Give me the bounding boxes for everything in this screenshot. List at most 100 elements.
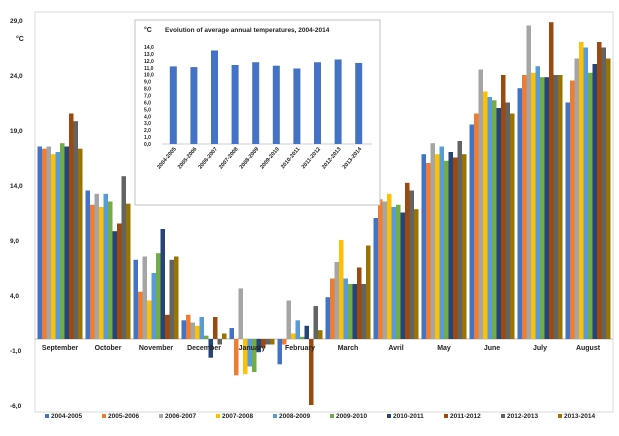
bar-may-2004-2005 — [421, 154, 426, 339]
bar-february-2005-2006 — [282, 339, 287, 345]
inset-title: Evolution of average annual temperatures… — [165, 27, 330, 34]
bar-january-2012-2013 — [265, 339, 270, 345]
legend-label: 2005-2006 — [108, 413, 139, 420]
legend-label: 2007-2008 — [222, 413, 253, 420]
bar-avril-2008-2009 — [391, 207, 396, 339]
bar-october-2005-2006 — [90, 204, 95, 339]
y-tick-label: 4,0 — [10, 293, 19, 300]
legend-label: 2013-2014 — [564, 413, 595, 420]
bar-november-2009-2010 — [156, 253, 161, 339]
legend-swatch — [45, 414, 49, 418]
inset-bar-2007-2008 — [231, 65, 239, 144]
y-unit-label: °C — [16, 35, 24, 43]
inset-y-tick-label: 9,0 — [144, 80, 151, 86]
bar-january-2013-2014 — [270, 339, 275, 345]
x-tick-label: July — [533, 345, 547, 352]
bar-avril-2006-2007 — [382, 201, 387, 339]
bar-july-2007-2008 — [531, 72, 536, 340]
bar-october-2007-2008 — [99, 207, 104, 339]
legend-label: 2011-2012 — [450, 413, 481, 420]
bar-january-2004-2005 — [229, 328, 234, 339]
bar-may-2010-2011 — [448, 152, 453, 339]
inset-y-tick-label: 8,0 — [144, 87, 151, 93]
bar-september-2006-2007 — [46, 146, 51, 339]
bar-december-2011-2012 — [213, 317, 218, 339]
bar-january-2010-2011 — [256, 339, 261, 353]
legend-label: 2010-2011 — [393, 413, 424, 420]
bar-december-2005-2006 — [186, 314, 191, 339]
inset-y-tick-label: 4,0 — [144, 114, 151, 120]
bar-june-2010-2011 — [496, 108, 501, 339]
bar-avril-2012-2013 — [409, 190, 414, 339]
inset-y-tick-label: 2,0 — [144, 128, 151, 134]
bar-june-2013-2014 — [510, 113, 515, 339]
bar-august-2011-2012 — [597, 42, 602, 339]
bar-february-2013-2014 — [318, 330, 323, 339]
bar-march-2012-2013 — [361, 284, 366, 339]
bar-august-2009-2010 — [588, 72, 593, 340]
bar-march-2006-2007 — [334, 262, 339, 339]
bar-may-2008-2009 — [439, 146, 444, 339]
bar-july-2006-2007 — [526, 25, 531, 339]
bar-november-2012-2013 — [169, 259, 174, 339]
legend-label: 2006-2007 — [165, 413, 196, 420]
inset-bar-2004-2005 — [169, 66, 177, 144]
bar-february-2004-2005 — [277, 339, 282, 365]
bar-january-2011-2012 — [261, 339, 266, 348]
inset-y-tick-label: 3,0 — [144, 121, 151, 127]
y-tick-label: 29,0 — [10, 18, 23, 25]
inset-y-tick-label: 14,0 — [144, 45, 154, 51]
inset-bar-2011-2012 — [314, 62, 321, 144]
legend-swatch — [330, 414, 334, 418]
inset-bar-2008-2009 — [252, 62, 260, 144]
x-tick-label: February — [285, 345, 315, 352]
inset-bar-2005-2006 — [190, 67, 198, 144]
x-tick-label: June — [484, 345, 500, 352]
y-tick-label: -1,0 — [10, 348, 22, 355]
bar-november-2010-2011 — [160, 229, 165, 339]
bar-may-2009-2010 — [444, 160, 449, 339]
inset-y-tick-label: 7,0 — [144, 94, 151, 100]
bar-january-2006-2007 — [238, 288, 243, 339]
bar-september-2004-2005 — [37, 146, 42, 339]
bar-march-2013-2014 — [366, 245, 371, 339]
bar-october-2009-2010 — [108, 201, 113, 339]
legend-swatch — [159, 414, 163, 418]
bar-june-2009-2010 — [492, 100, 497, 339]
legend-swatch — [387, 414, 391, 418]
legend-swatch — [444, 414, 448, 418]
bar-september-2011-2012 — [69, 113, 74, 339]
inset-y-tick-label: 11,0 — [144, 66, 154, 72]
bar-february-2006-2007 — [286, 300, 291, 339]
bar-january-2009-2010 — [252, 339, 257, 372]
bar-may-2011-2012 — [453, 157, 458, 339]
bar-may-2006-2007 — [430, 143, 435, 339]
bar-june-2005-2006 — [474, 113, 479, 339]
plot-frame — [34, 11, 614, 413]
bar-march-2007-2008 — [339, 240, 344, 339]
inset-bar-2010-2011 — [293, 68, 301, 144]
legend-swatch — [501, 414, 505, 418]
bar-february-2009-2010 — [300, 336, 305, 339]
bar-december-2006-2007 — [190, 322, 195, 339]
inset-y-tick-label: 5,0 — [144, 107, 151, 113]
x-tick-label: August — [576, 345, 601, 352]
bar-avril-2010-2011 — [400, 212, 405, 339]
bar-september-2005-2006 — [42, 148, 47, 339]
bar-march-2010-2011 — [352, 284, 357, 339]
bar-august-2008-2009 — [583, 47, 588, 339]
bar-avril-2007-2008 — [387, 193, 392, 339]
bar-july-2004-2005 — [517, 88, 522, 339]
bar-october-2012-2013 — [121, 176, 126, 339]
bar-june-2011-2012 — [501, 75, 506, 339]
bar-july-2009-2010 — [540, 77, 545, 339]
inset-y-tick-label: 0,0 — [144, 142, 151, 148]
bar-december-2010-2011 — [208, 339, 213, 358]
bar-february-2008-2009 — [295, 320, 300, 339]
bar-november-2004-2005 — [133, 259, 138, 339]
bar-may-2005-2006 — [426, 163, 431, 339]
bar-october-2008-2009 — [103, 193, 108, 339]
bar-june-2004-2005 — [469, 124, 474, 339]
